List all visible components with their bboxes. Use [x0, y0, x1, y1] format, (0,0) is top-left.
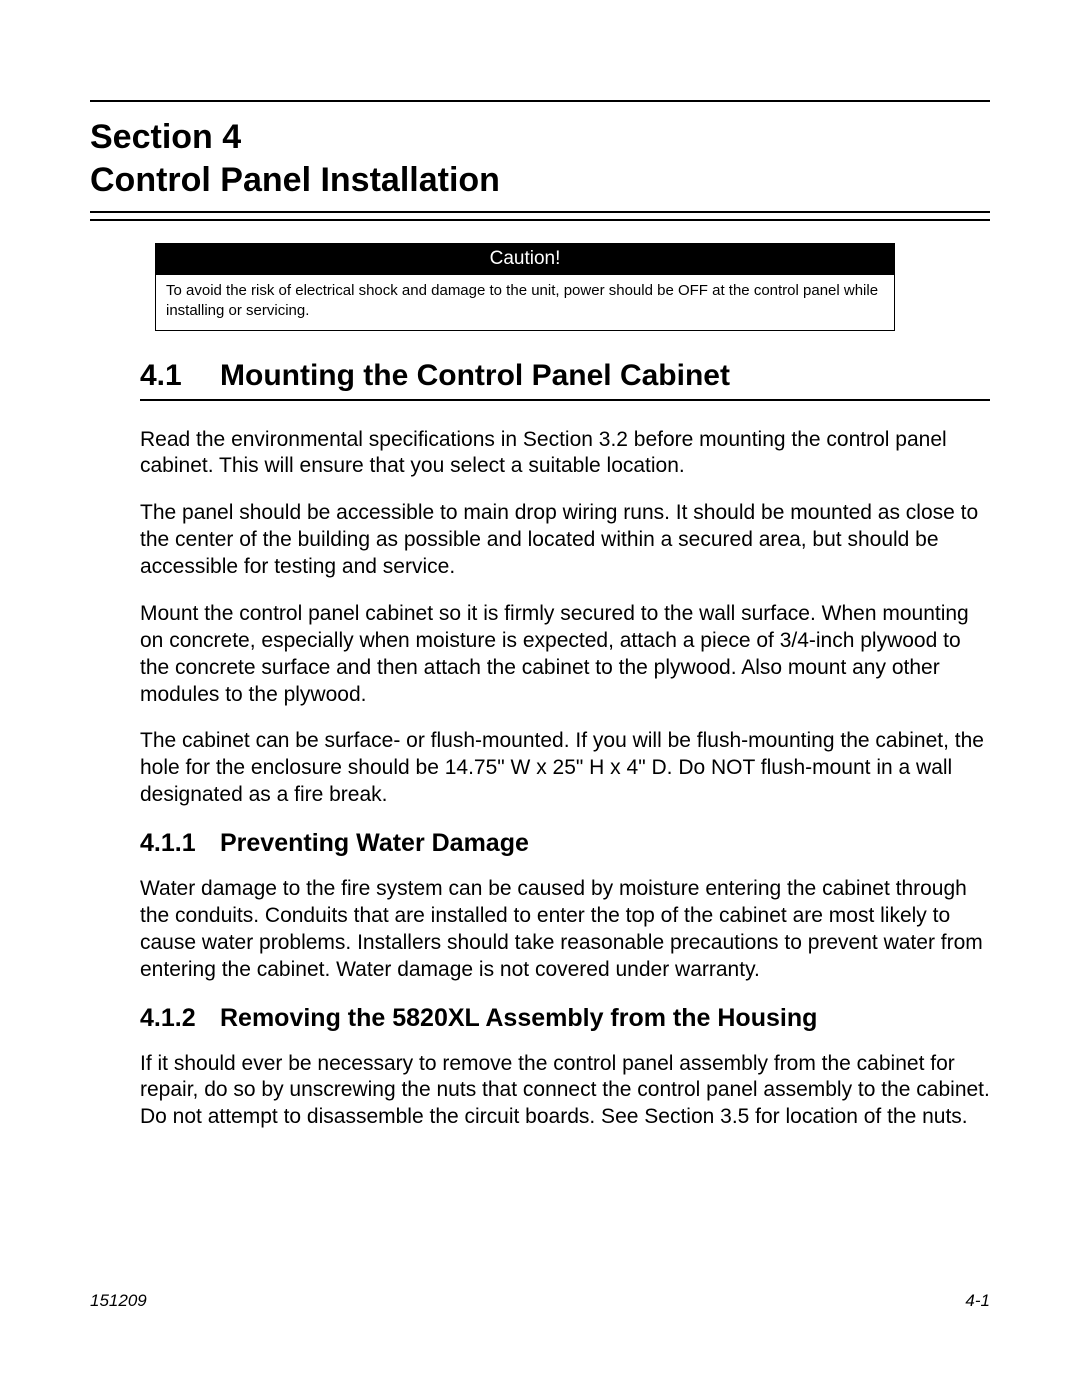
- paragraph: Mount the control panel cabinet so it is…: [140, 601, 990, 709]
- paragraph: Water damage to the fire system can be c…: [140, 876, 990, 984]
- heading-number: 4.1: [140, 359, 220, 393]
- caution-header: Caution!: [156, 244, 894, 275]
- subheading-number: 4.1.1: [140, 829, 220, 858]
- paragraph: The panel should be accessible to main d…: [140, 500, 990, 581]
- page-footer: 151209 4-1: [90, 1291, 990, 1311]
- heading-4-1-2: 4.1.2Removing the 5820XL Assembly from t…: [140, 1004, 990, 1033]
- heading-4-1-1: 4.1.1Preventing Water Damage: [140, 829, 990, 858]
- paragraph: If it should ever be necessary to remove…: [140, 1051, 990, 1132]
- double-rule: [90, 211, 990, 221]
- page-content: Section 4 Control Panel Installation Cau…: [90, 100, 990, 1151]
- paragraph: Read the environmental specifications in…: [140, 427, 990, 481]
- subheading-text: Preventing Water Damage: [220, 829, 529, 857]
- footer-left: 151209: [90, 1291, 147, 1311]
- caution-box: Caution! To avoid the risk of electrical…: [155, 243, 895, 331]
- document-page: Section 4 Control Panel Installation Cau…: [0, 0, 1080, 1397]
- section-title: Section 4 Control Panel Installation: [90, 116, 990, 201]
- heading-rule: [140, 399, 990, 401]
- caution-body: To avoid the risk of electrical shock an…: [156, 275, 894, 330]
- heading-text: Mounting the Control Panel Cabinet: [220, 359, 730, 392]
- section-name-line: Control Panel Installation: [90, 161, 500, 199]
- heading-4-1: 4.1Mounting the Control Panel Cabinet: [140, 359, 990, 393]
- top-rule: [90, 100, 990, 102]
- subheading-text: Removing the 5820XL Assembly from the Ho…: [220, 1004, 817, 1032]
- section-number-line: Section 4: [90, 118, 241, 156]
- section-4-1-block: 4.1Mounting the Control Panel Cabinet Re…: [140, 359, 990, 1132]
- paragraph: The cabinet can be surface- or flush-mou…: [140, 728, 990, 809]
- footer-right: 4-1: [965, 1291, 990, 1311]
- subheading-number: 4.1.2: [140, 1004, 220, 1033]
